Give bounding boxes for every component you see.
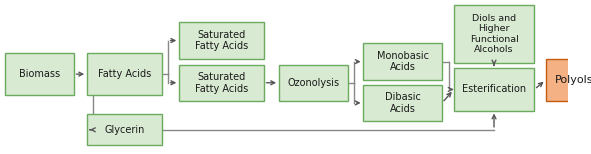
FancyBboxPatch shape xyxy=(454,68,534,111)
Text: Ozonolysis: Ozonolysis xyxy=(287,78,340,88)
Text: Glycerin: Glycerin xyxy=(105,125,145,135)
FancyBboxPatch shape xyxy=(87,114,162,145)
Text: Dibasic
Acids: Dibasic Acids xyxy=(385,92,421,114)
FancyBboxPatch shape xyxy=(179,65,264,101)
Text: Fatty Acids: Fatty Acids xyxy=(98,69,151,79)
Text: Saturated
Fatty Acids: Saturated Fatty Acids xyxy=(195,30,248,51)
Text: Esterification: Esterification xyxy=(462,85,526,94)
FancyBboxPatch shape xyxy=(546,59,591,101)
FancyBboxPatch shape xyxy=(454,5,534,63)
Text: Diols and
Higher
Functional
Alcohols: Diols and Higher Functional Alcohols xyxy=(470,14,518,54)
FancyBboxPatch shape xyxy=(363,85,442,121)
Text: Monobasic
Acids: Monobasic Acids xyxy=(377,51,429,72)
FancyBboxPatch shape xyxy=(5,53,74,95)
FancyBboxPatch shape xyxy=(363,43,442,80)
Text: Polyols: Polyols xyxy=(554,75,591,85)
FancyBboxPatch shape xyxy=(179,22,264,59)
FancyBboxPatch shape xyxy=(279,65,348,101)
Text: Saturated
Fatty Acids: Saturated Fatty Acids xyxy=(195,72,248,94)
FancyBboxPatch shape xyxy=(87,53,162,95)
Text: Biomass: Biomass xyxy=(18,69,60,79)
